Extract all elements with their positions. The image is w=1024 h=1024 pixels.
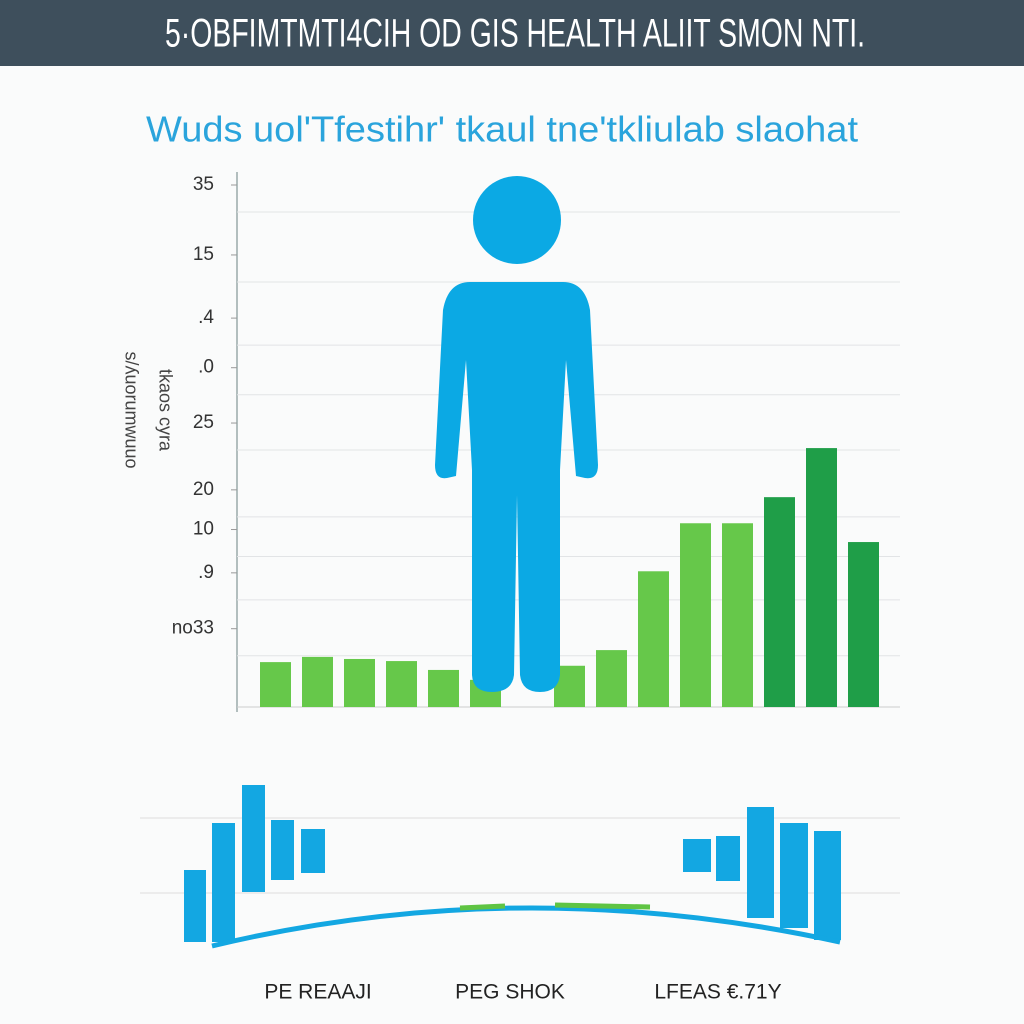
bar xyxy=(764,497,795,707)
deco-bar xyxy=(716,836,740,881)
deco-bar xyxy=(242,785,265,892)
deco-bar xyxy=(184,870,206,942)
y-tick-label: .0 xyxy=(198,357,214,378)
deco-curve-accent xyxy=(459,903,506,911)
bar xyxy=(428,669,459,707)
bar xyxy=(848,542,879,707)
y-axis-title: s/ʎuorumwuuo tkaos cyra xyxy=(121,351,175,468)
chart-title: Wuds uol'Tfestihr' tkaul tne'tkliulab sl… xyxy=(146,109,858,150)
bar xyxy=(344,658,375,707)
deco-bar xyxy=(747,807,774,918)
bar-group: 35 15 .4 .0 25 20 10 .9 no33 xyxy=(172,174,900,708)
person-figure xyxy=(435,176,598,692)
header-bar xyxy=(0,0,1024,66)
bar xyxy=(302,656,333,707)
deco-bar xyxy=(780,823,808,928)
person-head xyxy=(473,176,561,264)
deco-bar xyxy=(814,831,841,940)
bottom-label: LFEAS €.71Y xyxy=(654,981,781,1004)
y-tick-label: 25 xyxy=(193,412,214,433)
header-title: 5·OBFIMTMTI4CIH OD GIS HEALTH ALIIT SMON… xyxy=(165,12,865,56)
y-tick-label: 20 xyxy=(193,479,214,500)
bar xyxy=(722,523,753,707)
bar xyxy=(680,523,711,707)
bar xyxy=(638,571,669,707)
y-label-line: s/ʎuorumwuuo xyxy=(121,351,141,468)
bottom-label: PE REAAJI xyxy=(264,981,371,1004)
lower-graphic xyxy=(140,785,900,949)
bar xyxy=(386,661,417,707)
y-tick-label: 15 xyxy=(193,244,214,265)
deco-bar xyxy=(212,823,235,942)
bar xyxy=(806,448,837,707)
bar xyxy=(596,650,627,707)
y-label-line: tkaos cyra xyxy=(155,369,175,452)
person-body xyxy=(435,282,598,692)
deco-curve xyxy=(211,905,841,949)
bar xyxy=(260,662,291,707)
y-tick-label: 35 xyxy=(193,174,214,195)
y-tick-label: 10 xyxy=(193,519,214,540)
y-tick-label: no33 xyxy=(172,618,214,639)
bottom-label: PEG SHOK xyxy=(455,981,565,1004)
deco-bar xyxy=(271,820,294,880)
y-tick-label: .4 xyxy=(198,307,214,328)
deco-bar xyxy=(683,839,711,872)
deco-curve-accent xyxy=(554,902,651,910)
y-tick-label: .9 xyxy=(198,562,214,583)
deco-bar xyxy=(301,829,325,873)
